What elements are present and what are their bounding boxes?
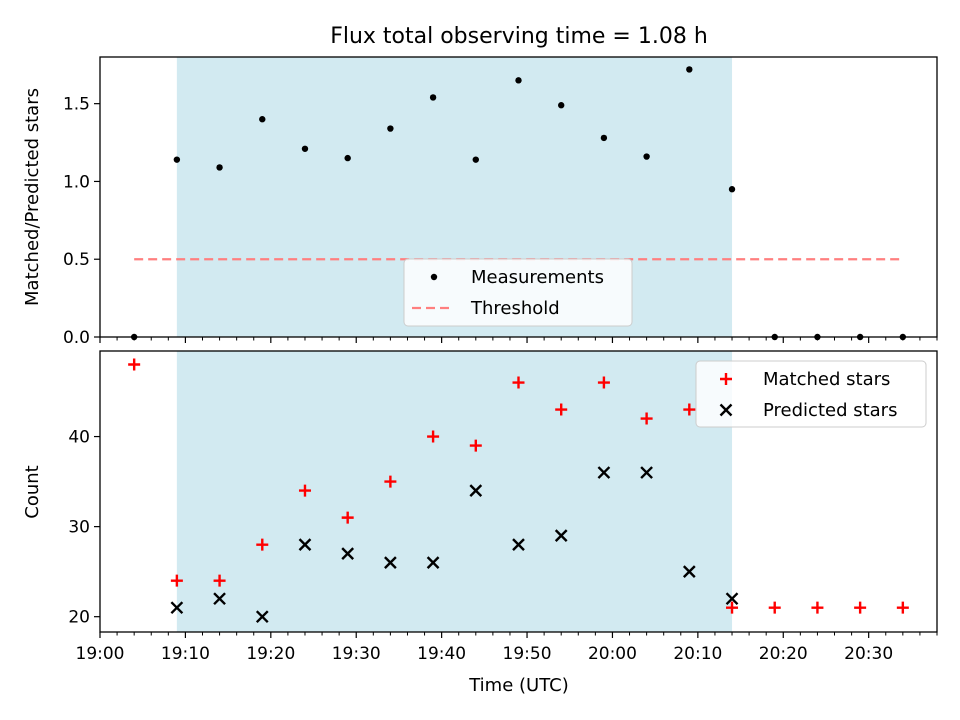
bottom-panel: 20 30 40 19:00 19:10 19:20 19:30 19:40 19:50 20:0… bbox=[68, 350, 938, 664]
y-tick-label: 30 bbox=[68, 518, 90, 538]
data-point bbox=[384, 475, 397, 488]
data-point bbox=[301, 145, 309, 152]
legend-box bbox=[403, 258, 633, 327]
data-point bbox=[726, 601, 739, 614]
data-point bbox=[387, 125, 394, 132]
y-tick-label: 20 bbox=[68, 608, 90, 628]
series-measurements bbox=[130, 66, 907, 341]
data-point bbox=[597, 376, 610, 389]
data-point bbox=[469, 484, 483, 497]
data-point bbox=[515, 77, 522, 84]
legend-marker-x bbox=[719, 403, 733, 417]
top-y-axis-label: Matched/Predicted stars bbox=[22, 88, 43, 306]
x-tick-label: 19:20 bbox=[246, 644, 295, 664]
data-point bbox=[213, 592, 226, 606]
legend-label: Measurements bbox=[471, 267, 604, 288]
series-matched-stars bbox=[128, 358, 909, 614]
data-point bbox=[512, 376, 525, 389]
top-panel: 0.0 0.5 1.0 1.5 Measurements Threshold bbox=[63, 56, 938, 348]
legend: Matched stars Predicted stars bbox=[695, 360, 927, 428]
data-point bbox=[682, 565, 696, 579]
data-point bbox=[216, 164, 223, 171]
data-point bbox=[259, 116, 266, 123]
chart-title: Flux total observing time = 1.08 h bbox=[330, 24, 708, 49]
x-tick-label: 19:30 bbox=[332, 644, 381, 664]
data-point bbox=[768, 601, 781, 614]
data-point bbox=[426, 556, 440, 569]
data-point bbox=[173, 156, 181, 163]
x-tick-label: 20:00 bbox=[588, 644, 637, 664]
y-tick-label: 1.0 bbox=[63, 172, 90, 192]
x-tick-label: 20:20 bbox=[759, 644, 808, 664]
data-point bbox=[298, 538, 312, 551]
data-point bbox=[512, 538, 525, 551]
data-point bbox=[384, 556, 397, 569]
x-tick-label: 19:40 bbox=[417, 644, 466, 664]
x-axis-label: Time (UTC) bbox=[468, 675, 569, 696]
bottom-y-axis-label: Count bbox=[22, 465, 43, 518]
data-point bbox=[686, 66, 693, 73]
data-point bbox=[643, 153, 650, 160]
legend-label: Predicted stars bbox=[763, 400, 897, 421]
x-tick-label: 19:50 bbox=[503, 644, 552, 664]
data-point bbox=[600, 134, 608, 142]
data-point bbox=[558, 102, 565, 109]
data-point bbox=[854, 601, 867, 614]
data-point bbox=[429, 94, 437, 101]
data-point bbox=[725, 592, 739, 606]
data-point bbox=[640, 466, 653, 479]
data-point bbox=[255, 610, 269, 624]
legend-box bbox=[695, 360, 927, 428]
legend-label: Matched stars bbox=[763, 369, 890, 390]
y-tick-label: 40 bbox=[68, 428, 90, 448]
data-point bbox=[344, 154, 351, 162]
data-point bbox=[427, 430, 440, 443]
data-point bbox=[597, 466, 611, 479]
data-point bbox=[472, 156, 479, 163]
data-point bbox=[128, 358, 141, 371]
y-tick-label: 0.0 bbox=[63, 328, 90, 348]
series-predicted-stars bbox=[170, 466, 739, 624]
data-point bbox=[341, 547, 355, 560]
data-point bbox=[341, 511, 354, 524]
data-point bbox=[683, 403, 696, 416]
y-tick-label: 1.5 bbox=[63, 95, 90, 115]
x-tick-label: 20:30 bbox=[844, 644, 893, 664]
data-point bbox=[728, 186, 736, 193]
y-tick-label: 0.5 bbox=[63, 250, 90, 270]
x-tick-label: 20:10 bbox=[673, 644, 722, 664]
data-point bbox=[298, 484, 311, 497]
data-point bbox=[640, 412, 653, 425]
x-tick-label: 19:00 bbox=[76, 644, 125, 664]
data-point bbox=[256, 538, 269, 551]
x-tick-label: 19:10 bbox=[161, 644, 210, 664]
data-point bbox=[170, 574, 183, 587]
axes-frame bbox=[99, 56, 938, 338]
data-point bbox=[811, 601, 824, 614]
observing-span bbox=[176, 351, 733, 632]
data-point bbox=[170, 601, 184, 615]
legend: Measurements Threshold bbox=[403, 258, 633, 327]
legend-marker-dot bbox=[430, 273, 438, 281]
legend-label: Threshold bbox=[470, 298, 560, 319]
axes-frame bbox=[99, 350, 938, 633]
data-point bbox=[555, 403, 568, 416]
legend-marker-plus bbox=[720, 373, 732, 385]
data-point bbox=[213, 574, 226, 587]
data-point bbox=[554, 529, 568, 542]
data-point bbox=[896, 601, 909, 614]
data-point bbox=[469, 439, 482, 452]
